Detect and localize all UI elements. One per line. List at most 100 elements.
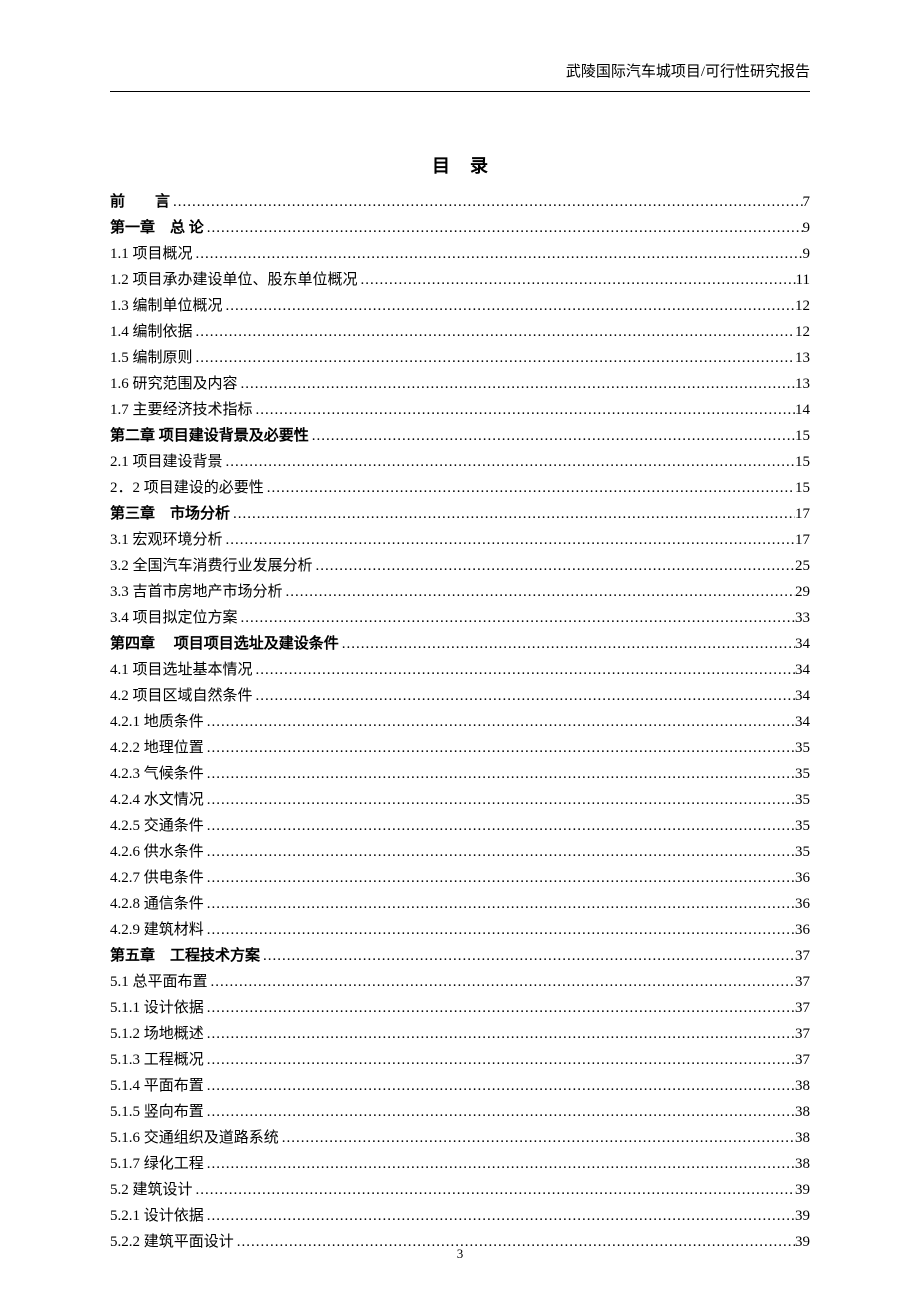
toc-entry-page: 13: [795, 372, 810, 396]
toc-entry: 3.3 吉首市房地产市场分析29: [110, 580, 810, 604]
toc-entry-label: 4.2.3 气候条件: [110, 762, 204, 786]
toc-entry-label: 4.2.9 建筑材料: [110, 918, 204, 942]
toc-entry-label: 4.2 项目区域自然条件: [110, 684, 253, 708]
toc-entry-label: 5.1.3 工程概况: [110, 1048, 204, 1072]
toc-entry: 4.2.5 交通条件35: [110, 814, 810, 838]
toc-dots: [193, 346, 795, 370]
toc-entry-label: 1.2 项目承办建设单位、股东单位概况: [110, 268, 358, 292]
toc-entry-label: 第五章 工程技术方案: [110, 944, 260, 968]
toc-entry: 3.4 项目拟定位方案 33: [110, 606, 810, 630]
header-text: 武陵国际汽车城项目/可行性研究报告: [566, 64, 810, 80]
toc-dots: [204, 918, 795, 942]
toc-entry: 5.1.5 竖向布置 38: [110, 1100, 810, 1124]
toc-entry: 4.2.3 气候条件 35: [110, 762, 810, 786]
toc-dots: [204, 216, 803, 240]
toc-dots: [204, 996, 795, 1020]
toc-entry: 1.3 编制单位概况 12: [110, 294, 810, 318]
toc-dots: [204, 1048, 795, 1072]
page-header: 武陵国际汽车城项目/可行性研究报告: [110, 60, 810, 92]
toc-entry: 5.1.6 交通组织及道路系统 38: [110, 1126, 810, 1150]
toc-entry-label: 4.1 项目选址基本情况: [110, 658, 253, 682]
toc-dots: [193, 320, 795, 344]
toc-dots: [313, 554, 795, 578]
toc-entry-page: 25: [795, 554, 810, 578]
toc-entry-page: 37: [795, 996, 810, 1020]
toc-dots: [204, 788, 795, 812]
document-page: 武陵国际汽车城项目/可行性研究报告 目录 前 言7第一章 总 论91.1 项目概…: [0, 0, 920, 1302]
toc-entry-label: 1.3 编制单位概况: [110, 294, 223, 318]
toc-entry: 前 言7: [110, 190, 810, 214]
toc-entry-label: 前 言: [110, 190, 170, 214]
toc-entry-page: 29: [795, 580, 810, 604]
toc-entry-label: 3.4 项目拟定位方案: [110, 606, 238, 630]
toc-entry-label: 4.2.6 供水条件: [110, 840, 204, 864]
toc-entry-label: 4.2.7 供电条件: [110, 866, 204, 890]
toc-entry-page: 38: [795, 1152, 810, 1176]
toc-entry-page: 36: [795, 918, 810, 942]
toc-entry-page: 15: [795, 476, 810, 500]
toc-entry: 5.1.2 场地概述37: [110, 1022, 810, 1046]
toc-entry: 第一章 总 论9: [110, 216, 810, 240]
toc-dots: [223, 450, 795, 474]
toc-entry-page: 13: [795, 346, 810, 370]
toc-entry-page: 33: [795, 606, 810, 630]
toc-entry: 5.1 总平面布置 37: [110, 970, 810, 994]
toc-entry-page: 9: [803, 216, 811, 240]
toc-entry: 第二章 项目建设背景及必要性 15: [110, 424, 810, 448]
toc-entry-label: 5.1 总平面布置: [110, 970, 208, 994]
toc-entry-page: 12: [795, 294, 810, 318]
toc-entry-page: 15: [795, 424, 810, 448]
toc-dots: [204, 866, 795, 890]
toc-entry-page: 36: [795, 892, 810, 916]
toc-entry: 第四章 项目项目选址及建设条件 34: [110, 632, 810, 656]
toc-entry: 4.2.6 供水条件 35: [110, 840, 810, 864]
toc-entry-label: 5.1.4 平面布置: [110, 1074, 204, 1098]
toc-entry-page: 37: [795, 1048, 810, 1072]
toc-entry: 第五章 工程技术方案 37: [110, 944, 810, 968]
toc-entry-page: 12: [795, 320, 810, 344]
toc-entry-label: 5.1.6 交通组织及道路系统: [110, 1126, 279, 1150]
toc-entry: 5.1.3 工程概况 37: [110, 1048, 810, 1072]
toc-entry: 2.1 项目建设背景15: [110, 450, 810, 474]
toc-entry-label: 4.2.4 水文情况: [110, 788, 204, 812]
toc-entry-label: 5.1.1 设计依据: [110, 996, 204, 1020]
toc-dots: [264, 476, 795, 500]
toc-entry: 1.5 编制原则13: [110, 346, 810, 370]
toc-entry-page: 35: [795, 840, 810, 864]
toc-entry: 3.2 全国汽车消费行业发展分析25: [110, 554, 810, 578]
toc-entry: 第三章 市场分析 17: [110, 502, 810, 526]
toc-entry: 5.1.4 平面布置38: [110, 1074, 810, 1098]
toc-entry-page: 35: [795, 788, 810, 812]
toc-entry-page: 37: [795, 970, 810, 994]
toc-entry-label: 5.1.5 竖向布置: [110, 1100, 204, 1124]
toc-entry-label: 4.2.8 通信条件: [110, 892, 204, 916]
toc-dots: [204, 814, 795, 838]
toc-entry-page: 17: [795, 502, 810, 526]
toc-entry-page: 14: [795, 398, 810, 422]
toc-dots: [238, 372, 795, 396]
toc-dots: [204, 1074, 795, 1098]
toc-dots: [204, 892, 795, 916]
toc-dots: [339, 632, 795, 656]
toc-dots: [358, 268, 796, 292]
toc-dots: [223, 528, 795, 552]
toc-entry-page: 35: [795, 736, 810, 760]
toc-entry-page: 17: [795, 528, 810, 552]
toc-entry-label: 第三章 市场分析: [110, 502, 230, 526]
toc-entry: 4.2 项目区域自然条件34: [110, 684, 810, 708]
toc-entry-page: 38: [795, 1126, 810, 1150]
toc-entry: 5.2.1 设计依据39: [110, 1204, 810, 1228]
toc-dots: [279, 1126, 795, 1150]
toc-dots: [208, 970, 795, 994]
toc-entry-page: 34: [795, 632, 810, 656]
toc-entry-page: 34: [795, 658, 810, 682]
toc-list: 前 言7第一章 总 论91.1 项目概况91.2 项目承办建设单位、股东单位概况…: [110, 190, 810, 1254]
toc-entry-page: 35: [795, 762, 810, 786]
toc-entry-label: 5.1.7 绿化工程: [110, 1152, 204, 1176]
toc-entry: 1.4 编制依据 12: [110, 320, 810, 344]
toc-entry-page: 37: [795, 1022, 810, 1046]
toc-dots: [170, 190, 802, 214]
toc-entry-label: 1.4 编制依据: [110, 320, 193, 344]
toc-entry: 4.2.9 建筑材料 36: [110, 918, 810, 942]
toc-entry-page: 38: [795, 1100, 810, 1124]
